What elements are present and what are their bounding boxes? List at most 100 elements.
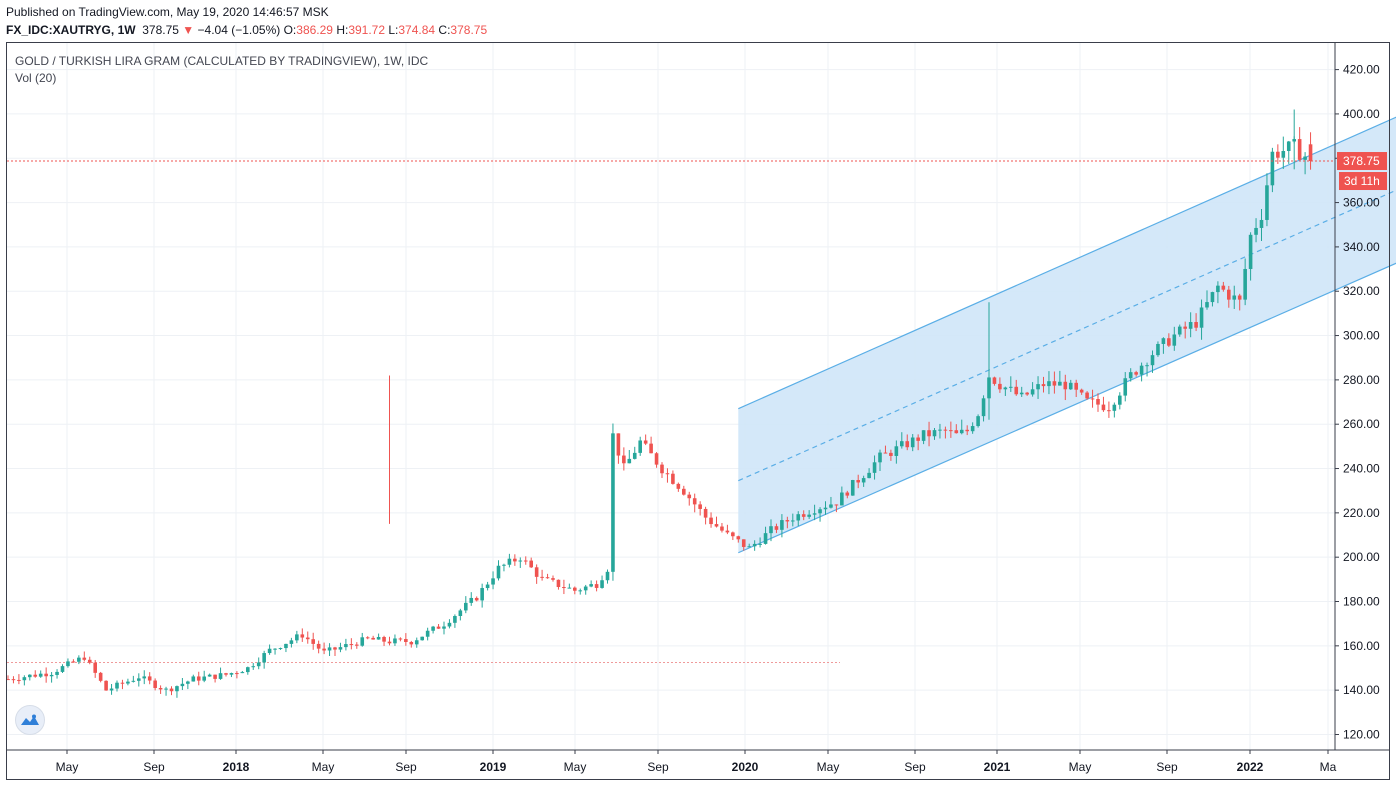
candle — [998, 377, 1002, 393]
candle-body — [469, 597, 474, 603]
candle-body — [709, 517, 713, 525]
candle-body — [327, 647, 332, 651]
candle-body — [202, 676, 206, 681]
candle-body — [921, 430, 926, 441]
candle — [66, 658, 70, 668]
candle-body — [38, 673, 43, 677]
candle-body — [883, 452, 888, 454]
close-label: C: — [438, 23, 451, 37]
candle-body — [360, 637, 365, 646]
candle — [256, 657, 261, 670]
symbol-name[interactable]: FX_IDC:XAUTRYG, 1W — [6, 23, 136, 37]
candle — [1150, 350, 1155, 373]
candle-body — [115, 682, 119, 689]
candle-body — [632, 452, 637, 459]
candle-body — [1047, 381, 1051, 387]
high-label: H: — [336, 23, 349, 37]
y-tick-label: 300.00 — [1343, 329, 1380, 343]
candle-body — [682, 488, 686, 495]
candle-body — [17, 679, 21, 681]
candle-body — [251, 666, 256, 668]
candle-body — [1270, 151, 1275, 186]
open-value: 386.29 — [296, 23, 333, 37]
candle-body — [425, 630, 430, 637]
candle-body — [900, 441, 904, 447]
candle-body — [169, 688, 174, 692]
candle-body — [229, 673, 234, 675]
candle-body — [927, 430, 931, 437]
candle-body — [1150, 355, 1155, 366]
candle-body — [93, 662, 97, 673]
candle — [229, 672, 234, 678]
candle-body — [376, 636, 381, 640]
candle — [1085, 391, 1089, 400]
candle-body — [1210, 292, 1215, 303]
candle — [496, 560, 501, 581]
candle-body — [692, 498, 697, 505]
candle — [916, 434, 920, 451]
candle-body — [654, 453, 659, 465]
y-tick-label: 260.00 — [1343, 417, 1380, 431]
candle — [654, 452, 659, 468]
candle-body — [196, 676, 201, 681]
candle — [774, 523, 779, 534]
candle-body — [420, 636, 424, 641]
candle-body — [71, 661, 76, 663]
candle-body — [322, 648, 326, 651]
y-tick-label: 280.00 — [1343, 373, 1380, 387]
candle — [289, 637, 294, 648]
candle — [981, 395, 986, 422]
candle — [1237, 293, 1242, 311]
candle — [431, 625, 435, 634]
candle-body — [28, 674, 32, 678]
candle-body — [605, 571, 610, 581]
candle-body — [49, 674, 54, 677]
candle — [213, 674, 217, 683]
x-tick-label: May — [564, 760, 587, 774]
candle-body — [752, 543, 757, 547]
candle-body — [240, 672, 245, 674]
candle-body — [1205, 302, 1209, 308]
candle — [889, 449, 893, 461]
candle-body — [1079, 389, 1084, 393]
candle — [523, 556, 528, 565]
candle-body — [758, 543, 762, 545]
candle — [267, 644, 272, 655]
candle — [1243, 258, 1247, 306]
candle-body — [769, 526, 773, 534]
candle — [376, 633, 381, 640]
candle-body — [256, 662, 261, 667]
candle-body — [622, 455, 626, 464]
x-tick-label: Sep — [647, 760, 669, 774]
candle — [393, 634, 397, 646]
candle — [741, 539, 746, 551]
candle-body — [158, 688, 163, 690]
candle-body — [235, 673, 239, 675]
candle — [305, 631, 310, 644]
candle — [425, 627, 430, 641]
candle-body — [731, 532, 735, 537]
candle-body — [246, 667, 250, 673]
candle-body — [649, 443, 653, 454]
candle-body — [616, 433, 621, 456]
candle-body — [104, 680, 108, 691]
candle — [1265, 173, 1269, 227]
x-tick-label: 2019 — [480, 760, 507, 774]
tradingview-logo-icon[interactable] — [15, 705, 45, 735]
candle-body — [464, 602, 468, 611]
candle-body — [698, 504, 702, 509]
candle-body — [77, 657, 81, 662]
candle-body — [938, 429, 942, 431]
candle-body — [660, 464, 664, 474]
candle-body — [349, 644, 354, 646]
candle-body — [1009, 386, 1013, 388]
candle — [349, 638, 354, 650]
candle — [698, 501, 702, 516]
candle — [829, 496, 833, 509]
candle-body — [1112, 404, 1117, 411]
candle — [1052, 371, 1057, 394]
candle-body — [1281, 151, 1286, 158]
candle — [251, 663, 256, 670]
candle-body — [82, 657, 87, 660]
